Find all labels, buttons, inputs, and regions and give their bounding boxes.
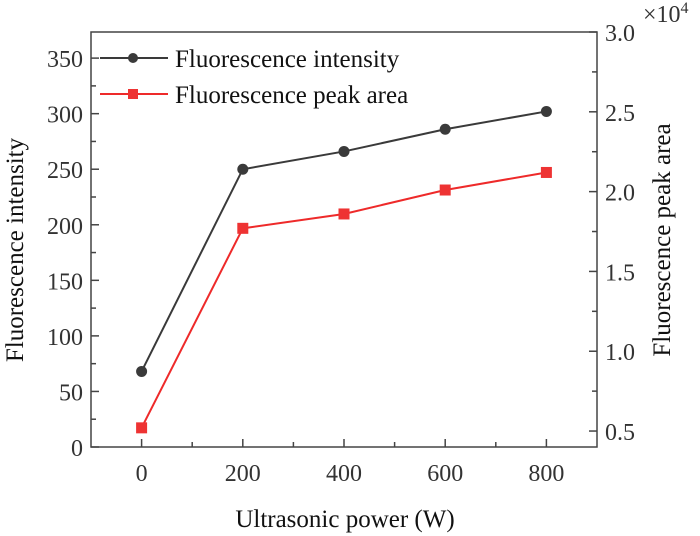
legend-label-intensity: Fluorescence intensity bbox=[175, 46, 400, 73]
data-point-circle bbox=[136, 365, 148, 377]
data-point-square bbox=[136, 422, 148, 434]
x-tick-label: 800 bbox=[528, 461, 564, 487]
x-tick-label: 0 bbox=[136, 461, 148, 487]
x-axis-title: Ultrasonic power (W) bbox=[235, 506, 454, 533]
legend-marker-circle bbox=[128, 53, 138, 63]
data-point-circle bbox=[439, 123, 451, 135]
legend-label-peak-area: Fluorescence peak area bbox=[175, 82, 408, 109]
y2-tick-label: 2.5 bbox=[605, 101, 635, 127]
legend: Fluorescence intensity Fluorescence peak… bbox=[100, 46, 408, 109]
x-tick-label: 600 bbox=[427, 461, 463, 487]
data-point-square bbox=[439, 184, 451, 196]
y-tick-label: 0 bbox=[71, 436, 83, 462]
y2-tick-label: 2.0 bbox=[605, 181, 635, 207]
y2-multiplier: ×104 bbox=[643, 0, 689, 28]
legend-marker-square bbox=[128, 89, 138, 99]
data-point-square bbox=[237, 222, 249, 234]
y-axis-title: Fluorescence intensity bbox=[2, 137, 29, 362]
y-tick-label: 350 bbox=[47, 47, 83, 73]
y-tick-label: 150 bbox=[47, 269, 83, 295]
y-tick-label: 250 bbox=[47, 158, 83, 184]
y-tick-label: 50 bbox=[59, 380, 83, 406]
y-tick-label: 200 bbox=[47, 214, 83, 240]
data-point-square bbox=[540, 166, 552, 178]
y2-tick-label: 0.5 bbox=[605, 420, 635, 446]
y-tick-label: 100 bbox=[47, 325, 83, 351]
y2-tick-label: 3.0 bbox=[605, 21, 635, 47]
data-point-circle bbox=[338, 145, 350, 157]
data-point-circle bbox=[540, 105, 552, 117]
x-tick-label: 200 bbox=[225, 461, 261, 487]
y2-tick-label: 1.0 bbox=[605, 340, 635, 366]
data-point-circle bbox=[237, 163, 249, 175]
axes: 0 200 400 600 800 0 50 100 150 200 250 300 350 0.5 1.0… bbox=[47, 21, 635, 487]
y2-axis-title: Fluorescence peak area bbox=[649, 123, 676, 356]
x-tick-label: 400 bbox=[326, 461, 362, 487]
data-point-square bbox=[338, 208, 350, 220]
y-tick-label: 300 bbox=[47, 103, 83, 129]
y2-tick-label: 1.5 bbox=[605, 260, 635, 286]
series-layer bbox=[136, 105, 552, 434]
